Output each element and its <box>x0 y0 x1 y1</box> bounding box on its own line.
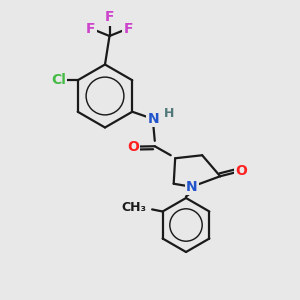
Text: F: F <box>123 22 133 35</box>
Text: Cl: Cl <box>52 73 67 87</box>
Text: N: N <box>186 180 197 194</box>
Text: O: O <box>235 164 247 178</box>
Text: CH₃: CH₃ <box>121 201 146 214</box>
Text: F: F <box>105 11 114 24</box>
Text: H: H <box>164 107 174 120</box>
Text: F: F <box>86 22 96 35</box>
Text: N: N <box>148 112 159 126</box>
Text: O: O <box>127 140 139 154</box>
